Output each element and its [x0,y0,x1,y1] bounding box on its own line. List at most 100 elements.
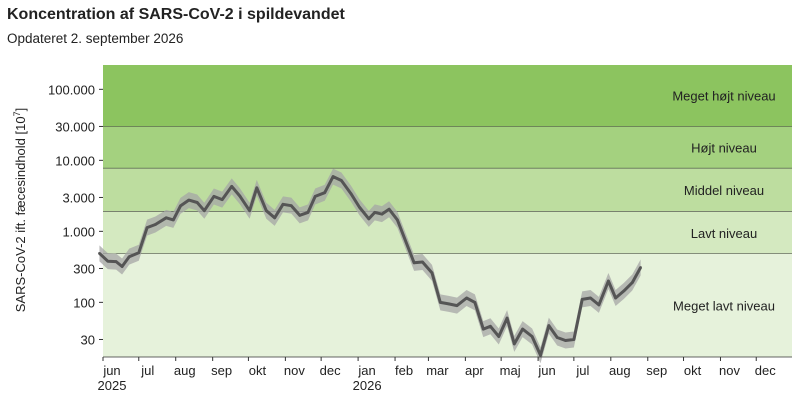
data-point-23 [290,204,293,207]
data-point-47 [489,325,492,328]
data-point-14 [212,195,216,198]
y-tick-label-6: 30.000 [55,119,95,134]
x-tick-year-0: 2025 [98,378,127,393]
data-point-34 [380,212,384,216]
data-point-55 [555,336,559,339]
y-axis-label-exponent: 7 [12,111,22,116]
x-tick-label-1: jul [140,363,154,378]
x-tick-label-0: jun [102,363,120,378]
band-label-3: Lavt niveau [691,226,758,241]
y-tick-label-0: 30 [81,332,95,347]
chart-subtitle: Opdateret 2. september 2026 [7,31,184,46]
x-tick-label-3: sep [211,363,232,378]
data-point-51 [521,327,524,331]
band-label-2: Middel niveau [684,183,764,198]
data-point-40 [430,271,434,275]
data-point-36 [396,218,399,222]
data-point-43 [455,304,459,307]
data-point-31 [357,205,361,209]
data-point-8 [164,216,168,220]
y-tick-label-7: 100.000 [48,82,95,97]
x-tick-label-4: okt [249,363,267,378]
y-tick-label-2: 300 [73,261,95,276]
data-point-61 [607,279,610,283]
data-point-54 [547,324,551,327]
data-point-49 [505,316,509,320]
y-axis: 30 100 300 1.000 3.000 10.000 30.000 100.000 [48,82,103,347]
chart-title: Koncentration af SARS-CoV-2 i spildevand… [7,6,345,23]
y-tick-label-1: 100 [73,295,95,310]
x-tick-label-8: feb [395,363,413,378]
data-point-58 [580,298,584,301]
y-tick-label-5: 10.000 [55,153,95,168]
data-point-42 [447,302,450,306]
band-label-0: Meget højt niveau [672,89,775,104]
data-point-57 [572,338,576,341]
data-point-0 [98,252,101,255]
data-point-60 [597,303,601,307]
data-point-32 [367,217,371,221]
x-tick-label-15: sep [646,363,667,378]
data-point-64 [630,281,634,284]
data-point-62 [614,296,617,300]
series-line [98,175,642,357]
data-point-45 [473,301,477,304]
data-point-1 [106,259,110,263]
data-point-24 [298,214,301,217]
x-tick-label-10: apr [465,363,484,378]
data-point-28 [331,175,335,178]
data-point-2 [114,260,118,263]
data-point-16 [230,185,234,188]
x-tick-label-9: mar [426,363,449,378]
data-point-41 [439,301,442,304]
band-3 [103,211,792,254]
data-point-19 [255,186,259,190]
data-point-39 [421,260,424,264]
x-tick-label-16: okt [684,363,702,378]
x-tick-label-5: nov [284,363,305,378]
data-point-29 [340,179,343,182]
data-point-13 [203,209,206,213]
data-point-27 [323,191,327,195]
data-point-25 [306,211,310,214]
data-point-52 [530,335,534,338]
data-point-53 [539,353,542,357]
data-point-15 [220,198,224,201]
level-bands [103,65,792,357]
band-labels: Meget højt niveau Højt niveau Middel nivea… [672,89,775,314]
data-point-33 [373,211,377,214]
x-tick-label-7: jan [357,363,375,378]
data-point-35 [387,207,391,211]
data-point-44 [465,296,468,300]
x-tick-label-17: nov [719,363,740,378]
x-tick-year-7: 2026 [353,378,382,393]
data-point-65 [639,266,642,269]
data-point-21 [273,216,276,220]
data-point-12 [195,201,199,204]
x-tick-label-6: dec [320,363,341,378]
y-axis-label: SARS-CoV-2 ift. fæcesindhold [107] [12,108,28,312]
data-point-3 [120,265,124,268]
x-tick-label-18: dec [755,363,776,378]
x-tick-label-11: maj [500,363,521,378]
data-point-11 [187,198,191,202]
band-0 [103,65,792,127]
data-point-46 [481,327,485,331]
data-point-9 [172,218,175,222]
data-point-37 [404,240,408,243]
data-point-48 [497,335,501,338]
data-point-17 [238,195,242,198]
data-point-5 [137,251,141,255]
confidence-band [99,168,641,364]
data-point-18 [248,209,251,213]
y-axis-label-close: ] [13,108,28,112]
data-point-22 [281,203,285,206]
y-tick-label-4: 3.000 [62,190,95,205]
data-point-26 [313,195,317,198]
data-point-59 [589,296,592,300]
x-tick-label-2: aug [174,363,196,378]
band-label-1: Højt niveau [691,140,757,155]
data-point-30 [349,192,353,195]
band-1 [103,126,792,169]
